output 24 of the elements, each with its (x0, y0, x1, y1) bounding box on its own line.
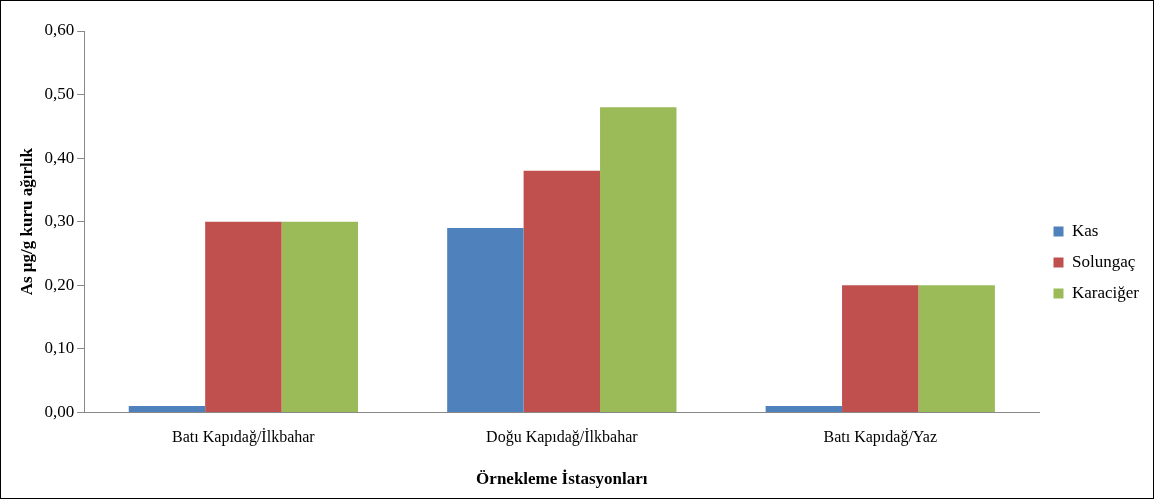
x-tick-label: Doğu Kapıdağ/İlkbahar (486, 428, 639, 447)
y-tick-label: 0,20 (44, 274, 75, 294)
bar (765, 406, 843, 412)
x-axis-title: Örnekleme İstasyonları (476, 469, 648, 489)
y-tick-label: 0,50 (44, 84, 75, 104)
y-axis-title: As µg/g kuru ağırlık (16, 147, 36, 296)
y-tick-label: 0,40 (44, 147, 75, 167)
bar (842, 285, 919, 412)
bar (205, 221, 282, 412)
bar (447, 228, 524, 412)
y-tick-label: 0,30 (44, 211, 75, 231)
bar (128, 406, 206, 412)
bar (281, 221, 359, 412)
y-tick-label: 0,00 (44, 401, 75, 421)
bar (918, 285, 995, 412)
x-tick-label: Batı Kapıdağ/İlkbahar (172, 428, 316, 447)
legend-label: Solungaç (1072, 251, 1136, 271)
x-tick-label: Batı Kapıdağ/Yaz (823, 428, 938, 447)
legend-label: Kas (1072, 220, 1099, 240)
bar (600, 107, 677, 412)
y-tick-label: 0,10 (44, 338, 75, 358)
bar (523, 170, 601, 412)
y-tick-label: 0,60 (44, 20, 75, 40)
legend-label: Karaciğer (1072, 282, 1140, 302)
